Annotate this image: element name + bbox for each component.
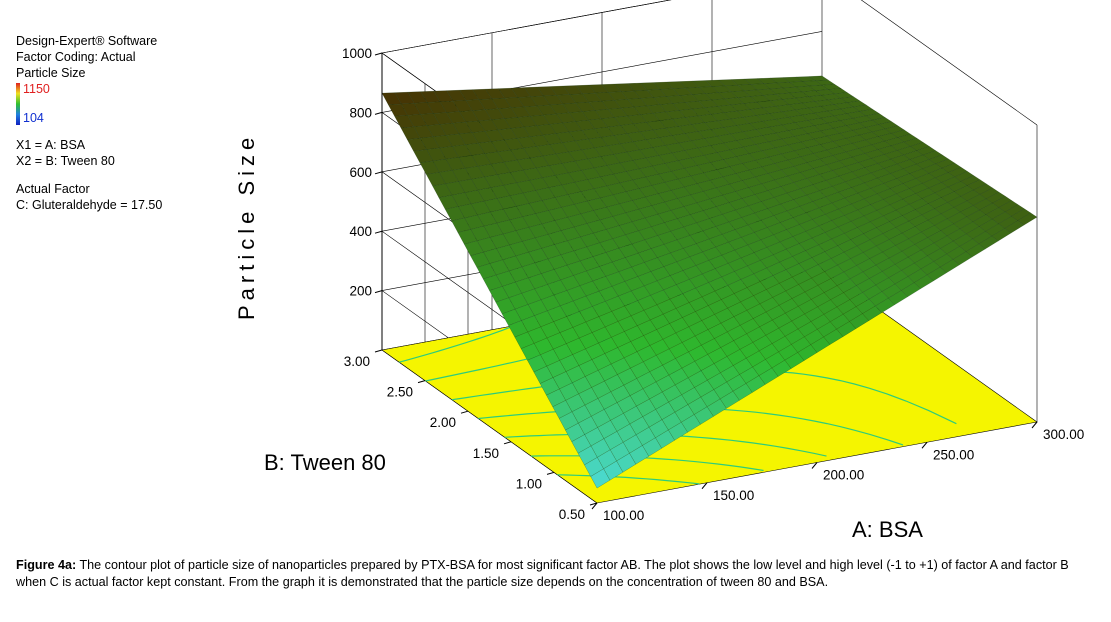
- tick-label: 0.50: [559, 507, 585, 522]
- tick-mark: [811, 462, 818, 469]
- actual-factor-value: C: Gluteraldehyde = 17.50: [16, 198, 163, 212]
- actual-factor-title: Actual Factor: [16, 182, 90, 196]
- tick-label: 800: [349, 105, 372, 120]
- legend: Design-Expert® Software Factor Coding: A…: [16, 33, 162, 213]
- software-label: Design-Expert® Software: [16, 34, 158, 48]
- tick-label: 200.00: [823, 468, 864, 483]
- tick-label: 600: [349, 165, 372, 180]
- tick-mark: [591, 502, 598, 510]
- color-scale-bar: [16, 83, 20, 125]
- response-surface: [381, 75, 1038, 489]
- tick-mark: [460, 410, 469, 414]
- caption-label: Figure 4a:: [16, 558, 77, 572]
- tick-mark: [374, 349, 383, 353]
- tick-mark: [589, 502, 598, 506]
- tick-label: 1.00: [516, 476, 542, 491]
- tick-mark: [374, 111, 383, 115]
- tick-label: 200: [349, 284, 372, 299]
- tick-mark: [374, 230, 383, 234]
- factor-coding-label: Factor Coding: Actual: [16, 50, 136, 64]
- surface-cell: [590, 468, 611, 489]
- tick-label: 300.00: [1043, 427, 1084, 442]
- contour-line: [557, 474, 700, 485]
- tick-label: 100.00: [603, 508, 644, 523]
- x2-definition: X2 = B: Tween 80: [16, 154, 115, 168]
- response-label: Particle Size: [16, 66, 86, 80]
- color-scale: 1150 104: [16, 83, 162, 125]
- tick-mark: [921, 441, 928, 449]
- tick-label: 1.50: [473, 446, 499, 461]
- tick-label: 3.00: [344, 354, 370, 369]
- tick-mark: [701, 482, 708, 490]
- z-axis-label: Particle Size: [234, 133, 259, 320]
- tick-mark: [503, 441, 512, 445]
- tick-mark: [546, 471, 555, 475]
- y-axis-label: B: Tween 80: [264, 450, 386, 475]
- tick-label: 2.50: [387, 385, 413, 400]
- tick-label: 150.00: [713, 488, 754, 503]
- tick-label: 250.00: [933, 447, 974, 462]
- surface-plot: 200 400 600 800 1000 100.00 150.00 200.00 250.00…: [234, 0, 1084, 542]
- tick-label: 1000: [342, 46, 372, 61]
- tick-mark: [1031, 421, 1038, 429]
- tick-mark: [374, 290, 383, 294]
- contour-line: [398, 325, 515, 363]
- caption-text: The contour plot of particle size of nan…: [16, 558, 1069, 589]
- color-min-label: 104: [23, 111, 44, 125]
- tick-mark: [417, 380, 426, 384]
- tick-label: 400: [349, 224, 372, 239]
- tick-mark: [374, 52, 383, 56]
- x-axis-label: A: BSA: [852, 517, 923, 542]
- figure-caption: Figure 4a: The contour plot of particle …: [16, 557, 1098, 591]
- axis-ticks: 200 400 600 800 1000 100.00 150.00 200.00 250.00…: [342, 46, 1084, 523]
- tick-label: 2.00: [430, 415, 456, 430]
- color-max-label: 1150: [23, 82, 50, 96]
- tick-mark: [374, 171, 383, 175]
- x1-definition: X1 = A: BSA: [16, 138, 86, 152]
